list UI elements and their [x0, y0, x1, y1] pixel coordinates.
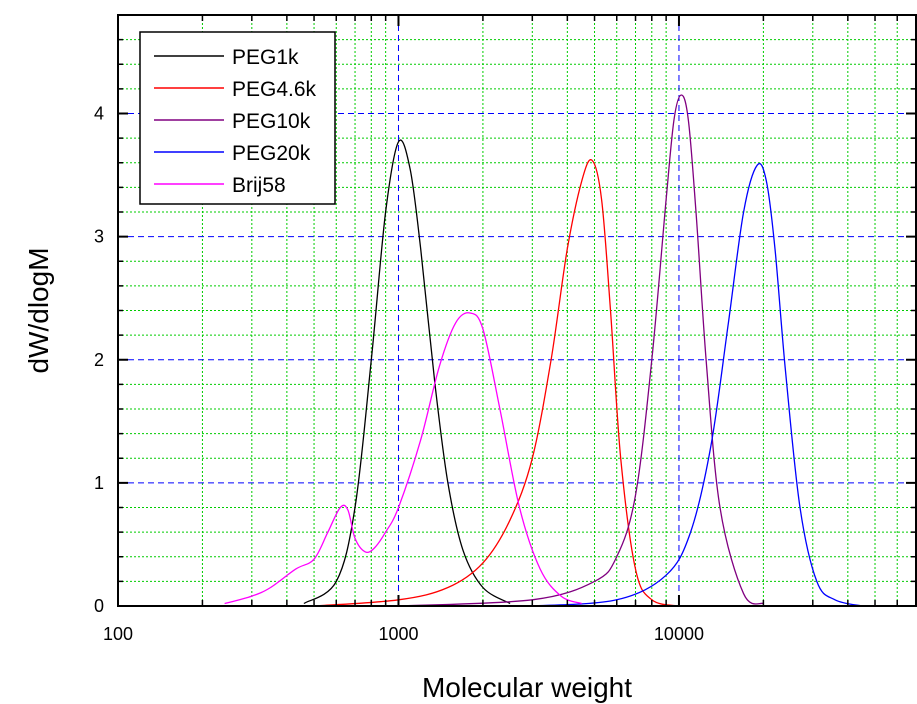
- series-layer: [224, 94, 863, 607]
- series-line-peg4-6k: [313, 159, 680, 607]
- series-line-peg10k: [398, 94, 764, 607]
- axis-ticks: [117, 15, 916, 607]
- y-tick-label: 2: [94, 350, 104, 370]
- legend: PEG1k PEG4.6k PEG10k PEG20k Brij58: [139, 31, 336, 205]
- legend-label-brij58: Brij58: [232, 174, 286, 197]
- y-tick-label: 4: [94, 104, 104, 124]
- legend-label-peg4-6k: PEG4.6k: [232, 78, 317, 101]
- y-tick-label: 1: [94, 473, 104, 493]
- series-line-peg20k: [532, 162, 863, 607]
- y-tick-label: 0: [94, 596, 104, 616]
- series-line-peg1k: [303, 139, 511, 605]
- legend-label-peg20k: PEG20k: [232, 142, 311, 165]
- x-tick-label: 1000: [378, 624, 418, 644]
- axis-tick-labels: 100 1000 10000 0 1 2 3 4: [94, 104, 704, 645]
- legend-box: [139, 31, 336, 205]
- series-line-brij58: [224, 312, 582, 605]
- y-axis-title: dW/dlogM: [23, 247, 54, 373]
- y-tick-label: 3: [94, 227, 104, 247]
- x-tick-label: 10000: [654, 624, 704, 644]
- legend-label-peg1k: PEG1k: [232, 46, 299, 69]
- legend-label-peg10k: PEG10k: [232, 110, 311, 133]
- minor-grid: [118, 15, 916, 606]
- x-tick-label: 100: [103, 624, 133, 644]
- x-axis-title: Molecular weight: [422, 672, 632, 703]
